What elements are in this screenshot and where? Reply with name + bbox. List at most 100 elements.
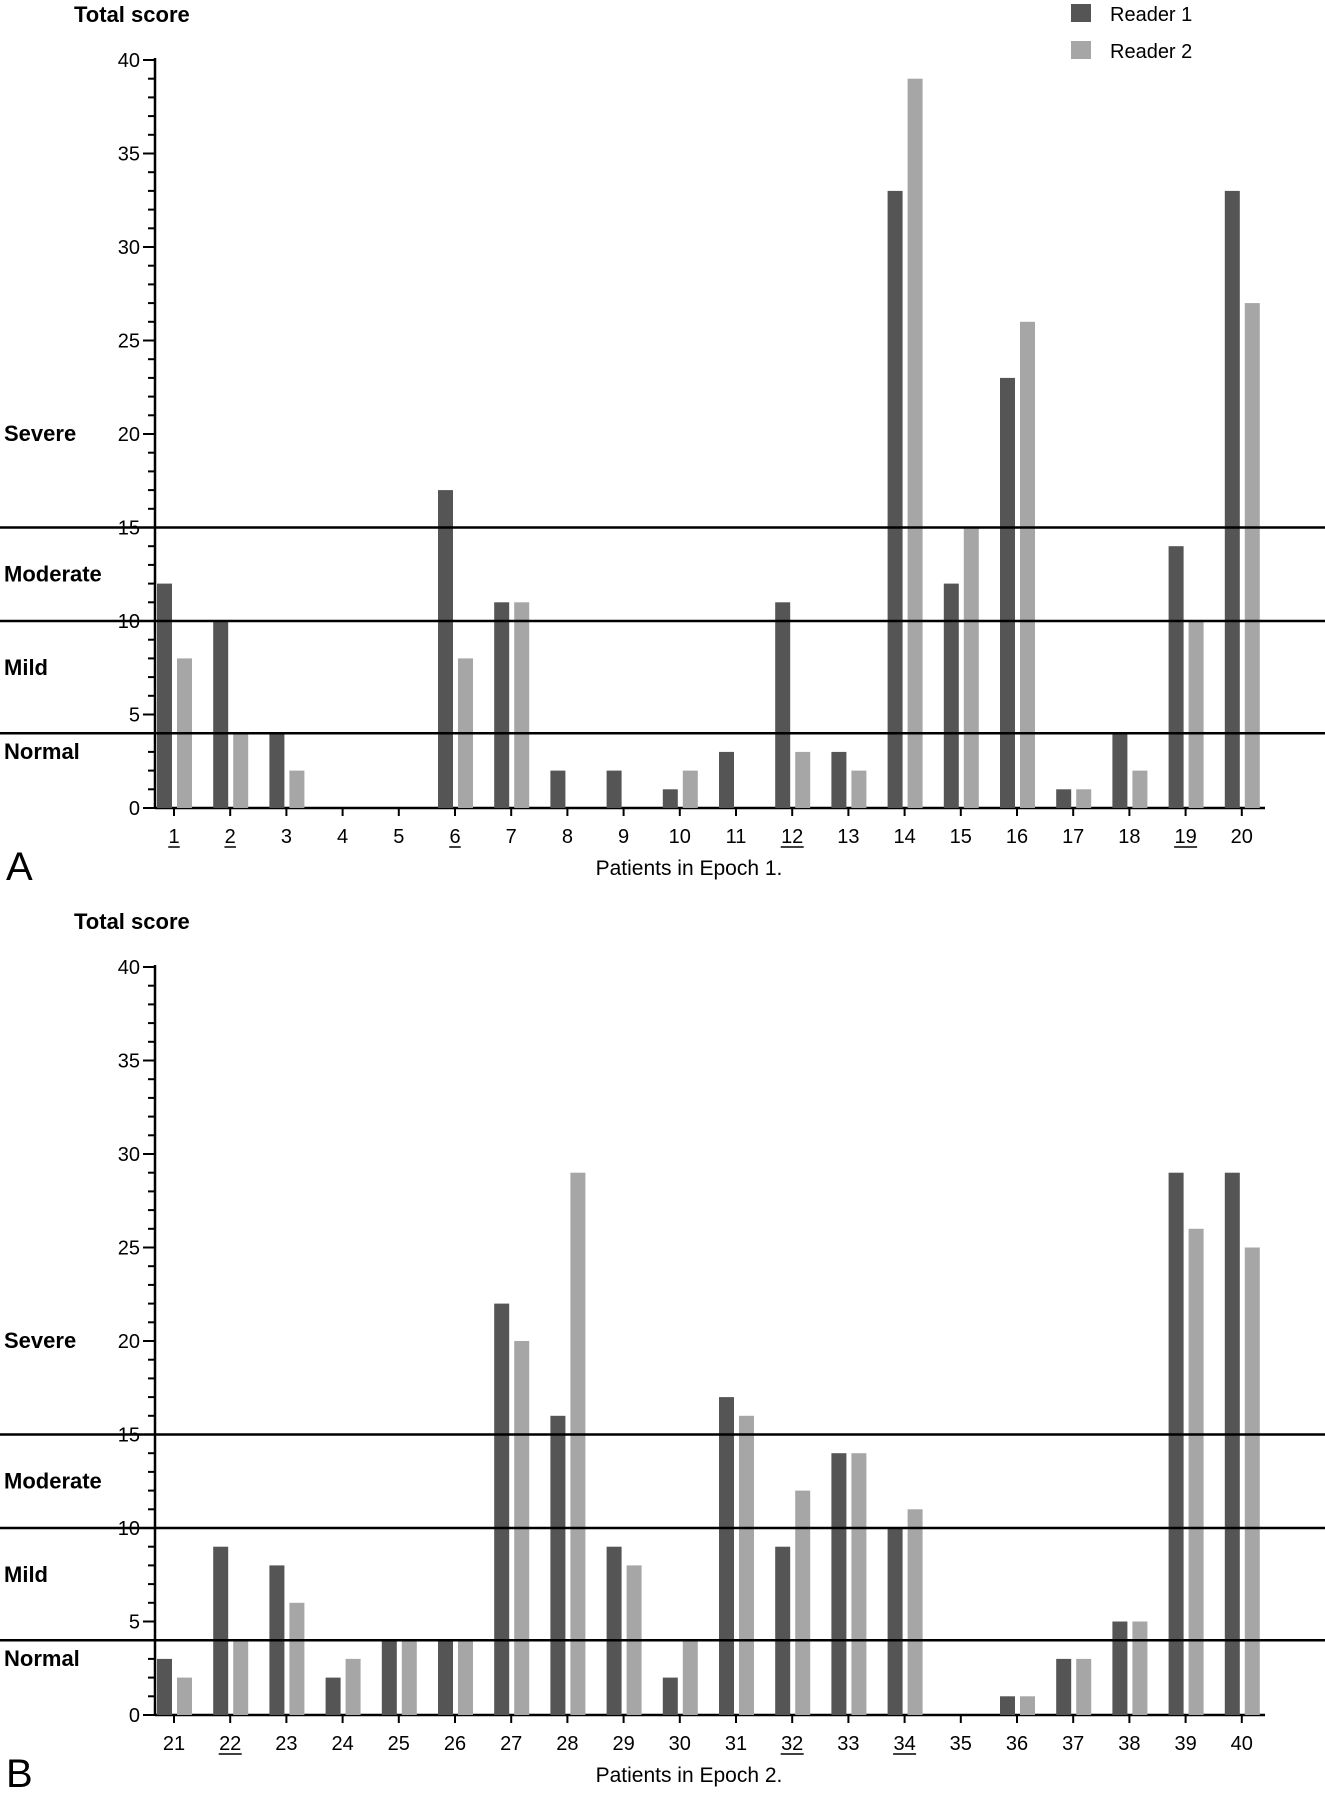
- bar-reader-1: [943, 583, 959, 808]
- bar-reader-1: [606, 1546, 622, 1715]
- x-axis-title: Patients in Epoch 1.: [596, 857, 783, 880]
- bar-reader-1: [1112, 733, 1128, 808]
- x-tick-label: 27: [500, 1733, 522, 1755]
- legend-label-reader-1: Reader 1: [1110, 4, 1192, 26]
- bar-reader-2: [570, 1172, 586, 1715]
- y-tick-label: 30: [118, 237, 140, 259]
- bar-reader-2: [1076, 1658, 1092, 1715]
- bar-reader-1: [831, 751, 847, 808]
- bar-reader-2: [1188, 1228, 1204, 1715]
- x-tick-label: 15: [950, 826, 972, 848]
- bar-reader-1: [157, 1658, 172, 1715]
- bar-reader-2: [1244, 1247, 1260, 1715]
- bar-reader-1: [494, 1303, 510, 1715]
- x-axis-title: Patients in Epoch 2.: [596, 1764, 783, 1787]
- bar-reader-1: [1000, 377, 1015, 808]
- bar-reader-2: [458, 1640, 473, 1715]
- x-tick-label: 32: [781, 1733, 803, 1755]
- bar-reader-2: [795, 751, 811, 808]
- x-tick-label: 34: [893, 1733, 915, 1755]
- bar-reader-2: [739, 1415, 754, 1715]
- bar-reader-2: [233, 1640, 249, 1715]
- y-tick-label: 40: [118, 50, 140, 72]
- x-tick-label: 28: [556, 1733, 578, 1755]
- bar-reader-2: [907, 1509, 923, 1715]
- bar-reader-1: [1056, 1658, 1072, 1715]
- x-tick-label: 17: [1062, 826, 1084, 848]
- bar-reader-1: [1224, 1172, 1240, 1715]
- x-tick-label: 12: [781, 826, 803, 848]
- bar-reader-2: [401, 1640, 417, 1715]
- y-tick-label: 40: [118, 957, 140, 979]
- bar-reader-2: [1132, 770, 1148, 808]
- bar-reader-2: [851, 1453, 867, 1715]
- x-tick-label: 2: [225, 826, 236, 848]
- bar-reader-1: [213, 1546, 229, 1715]
- bar-reader-2: [514, 602, 530, 808]
- x-tick-label: 29: [612, 1733, 634, 1755]
- bar-reader-1: [438, 1640, 453, 1715]
- panel-a: Total score0510152025303540SevereModerat…: [0, 2, 1325, 889]
- bar-reader-1: [662, 1677, 678, 1715]
- panel-letter: A: [6, 845, 33, 889]
- bar-reader-1: [1112, 1621, 1128, 1715]
- legend-swatch-reader-2: [1071, 41, 1091, 59]
- bar-reader-1: [1056, 789, 1072, 808]
- bar-reader-2: [289, 1602, 305, 1715]
- x-tick-label: 38: [1118, 1733, 1140, 1755]
- bar-reader-2: [1076, 789, 1092, 808]
- legend-label-reader-2: Reader 2: [1110, 41, 1192, 63]
- severity-label-normal: Normal: [4, 739, 80, 764]
- severity-label-mild: Mild: [4, 1562, 48, 1587]
- bar-reader-1: [775, 1546, 791, 1715]
- x-tick-label: 30: [669, 1733, 691, 1755]
- x-tick-label: 33: [837, 1733, 859, 1755]
- bar-reader-2: [289, 770, 305, 808]
- bar-reader-1: [381, 1640, 397, 1715]
- bar-reader-1: [494, 602, 510, 808]
- bar-reader-2: [1020, 1696, 1035, 1715]
- bar-reader-1: [831, 1453, 847, 1715]
- severity-label-moderate: Moderate: [4, 1468, 102, 1493]
- bar-reader-2: [177, 1677, 192, 1715]
- bar-reader-1: [269, 733, 285, 808]
- x-tick-label: 22: [219, 1733, 241, 1755]
- bar-reader-1: [775, 602, 791, 808]
- legend: Reader 1 Reader 2: [1071, 4, 1192, 63]
- severity-label-normal: Normal: [4, 1646, 80, 1671]
- y-axis-title: Total score: [74, 2, 190, 27]
- x-tick-label: 26: [444, 1733, 466, 1755]
- legend-swatch-reader-1: [1071, 4, 1091, 22]
- x-tick-label: 1: [168, 826, 179, 848]
- x-tick-label: 8: [562, 826, 573, 848]
- bar-reader-1: [438, 490, 453, 808]
- x-tick-label: 40: [1231, 1733, 1253, 1755]
- severity-label-mild: Mild: [4, 655, 48, 680]
- bar-reader-1: [1168, 1172, 1184, 1715]
- y-tick-label: 0: [129, 798, 140, 820]
- bar-reader-1: [1000, 1696, 1015, 1715]
- bar-reader-1: [550, 770, 566, 808]
- x-tick-label: 25: [388, 1733, 410, 1755]
- bar-reader-2: [963, 527, 979, 808]
- x-tick-label: 14: [893, 826, 915, 848]
- bar-reader-1: [157, 583, 172, 808]
- bar-reader-1: [325, 1677, 341, 1715]
- bar-reader-2: [233, 733, 249, 808]
- bar-reader-2: [1020, 321, 1035, 808]
- x-tick-label: 21: [163, 1733, 185, 1755]
- x-tick-label: 3: [281, 826, 292, 848]
- x-tick-label: 35: [950, 1733, 972, 1755]
- x-tick-label: 36: [1006, 1733, 1028, 1755]
- y-tick-label: 25: [118, 1238, 140, 1260]
- bar-reader-1: [213, 621, 229, 808]
- x-tick-label: 31: [725, 1733, 747, 1755]
- severity-label-severe: Severe: [4, 1328, 76, 1353]
- x-tick-label: 18: [1118, 826, 1140, 848]
- x-tick-label: 16: [1006, 826, 1028, 848]
- x-tick-label: 39: [1174, 1733, 1196, 1755]
- bar-reader-1: [1168, 546, 1184, 808]
- y-tick-label: 20: [118, 424, 140, 446]
